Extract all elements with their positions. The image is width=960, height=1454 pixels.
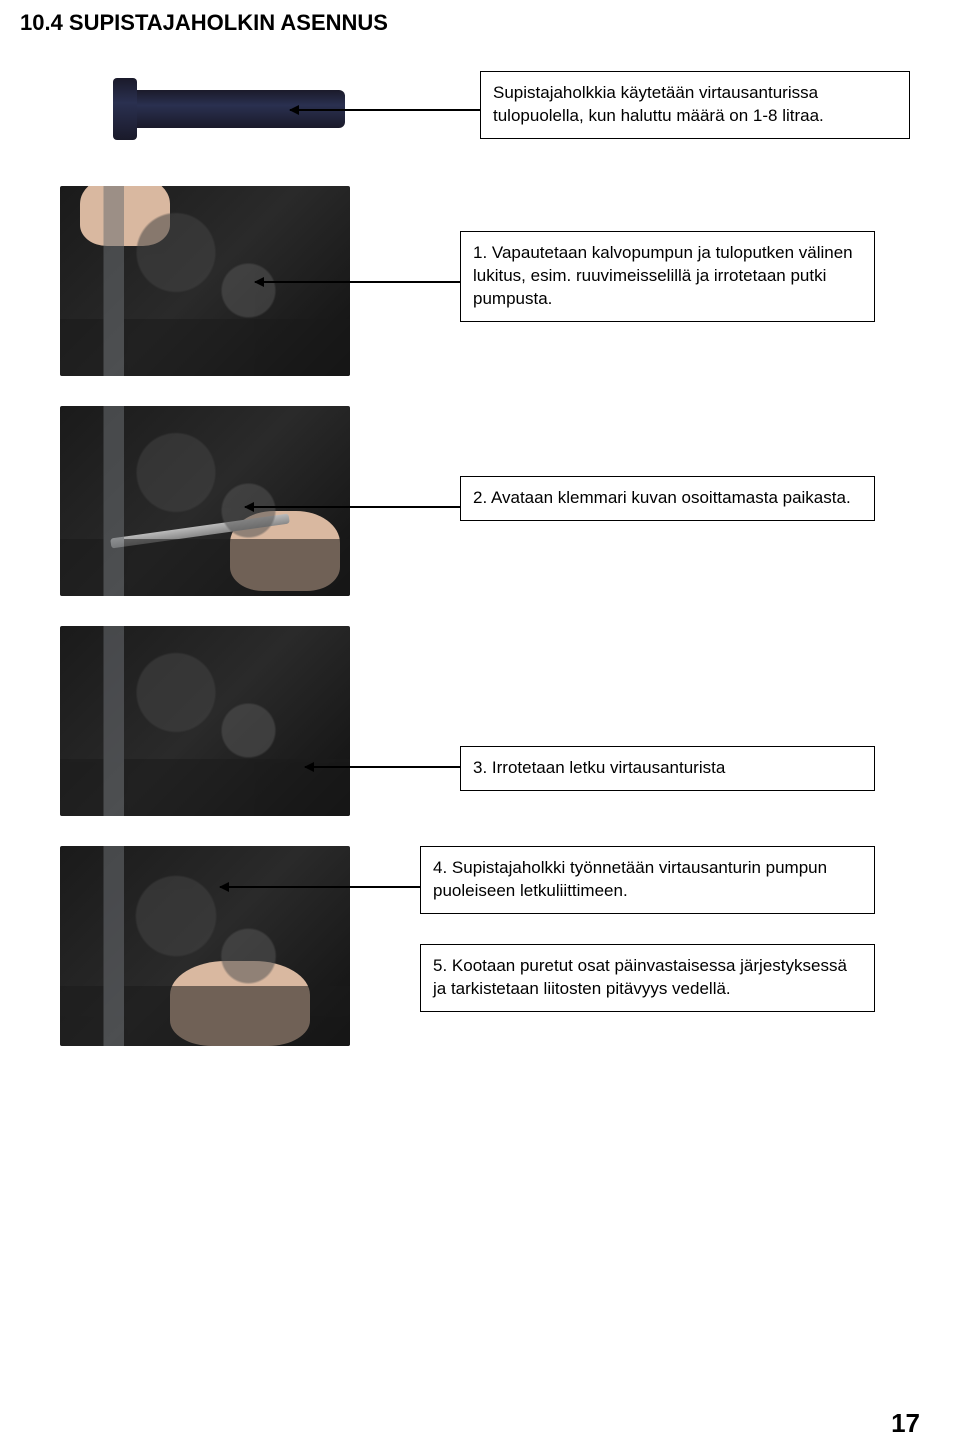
step4-image — [60, 846, 350, 1046]
step3-image — [60, 626, 350, 816]
step-3-row: 3. Irrotetaan letku virtausanturista — [60, 626, 920, 816]
arrow-icon — [305, 766, 460, 768]
step2-image — [60, 406, 350, 596]
step2-callout: 2. Avataan klemmari kuvan osoittamasta p… — [460, 476, 875, 521]
step1-text: 1. Vapautetaan kalvopumpun ja tuloputken… — [473, 243, 853, 308]
step4-text: 4. Supistajaholkki työnnetään virtausant… — [433, 858, 827, 900]
step3-callout: 3. Irrotetaan letku virtausanturista — [460, 746, 875, 791]
bushing-figure — [90, 61, 380, 156]
step4-callout: 4. Supistajaholkki työnnetään virtausant… — [420, 846, 875, 914]
step2-figure — [60, 406, 350, 596]
step1-callout: 1. Vapautetaan kalvopumpun ja tuloputken… — [460, 231, 875, 322]
hand-icon — [80, 186, 170, 246]
step5-callout: 5. Kootaan puretut osat päinvastaisessa … — [420, 944, 875, 1012]
page-title: 10.4 SUPISTAJAHOLKIN ASENNUS — [20, 10, 920, 36]
hand-icon — [170, 961, 310, 1046]
step5-text: 5. Kootaan puretut osat päinvastaisessa … — [433, 956, 847, 998]
arrow-icon — [290, 109, 480, 111]
page-number: 17 — [891, 1408, 920, 1439]
arrow-icon — [245, 506, 460, 508]
step4-figure — [60, 846, 350, 1046]
step-1-row: 1. Vapautetaan kalvopumpun ja tuloputken… — [60, 186, 920, 376]
step3-figure — [60, 626, 350, 816]
hand-icon — [230, 511, 340, 591]
step2-text: 2. Avataan klemmari kuvan osoittamasta p… — [473, 488, 851, 507]
step-2-row: 2. Avataan klemmari kuvan osoittamasta p… — [60, 406, 920, 596]
arrow-icon — [220, 886, 420, 888]
intro-text: Supistajaholkkia käytetään virtausanturi… — [493, 83, 824, 125]
step-intro-row: Supistajaholkkia käytetään virtausanturi… — [90, 61, 920, 156]
intro-callout: Supistajaholkkia käytetään virtausanturi… — [480, 71, 910, 139]
step-4-row: 4. Supistajaholkki työnnetään virtausant… — [60, 846, 920, 1046]
arrow-icon — [255, 281, 460, 283]
step1-figure — [60, 186, 350, 376]
step3-text: 3. Irrotetaan letku virtausanturista — [473, 758, 725, 777]
